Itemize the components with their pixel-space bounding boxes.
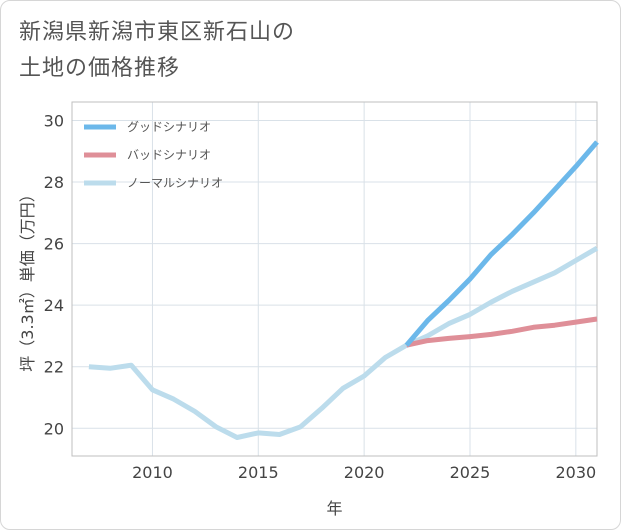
- x-tick-label: 2015: [238, 463, 279, 482]
- y-tick-label: 24: [44, 296, 64, 315]
- x-axis-label: 年: [326, 499, 342, 518]
- series-line: [88, 246, 599, 440]
- x-tick-label: 2030: [555, 463, 596, 482]
- chart-title: 新潟県新潟市東区新石山の 土地の価格推移: [19, 15, 295, 87]
- y-axis-label: 坪（3.3㎡）単価（万円）: [18, 186, 37, 371]
- y-tick-label: 26: [44, 235, 64, 254]
- x-tick-labels: 2010 2015 2020 2025 2030: [132, 463, 596, 482]
- x-tick-label: 2010: [132, 463, 173, 482]
- chart-title-line1: 新潟県新潟市東区新石山の: [19, 20, 296, 45]
- y-tick-labels: 20 22 24 26 28 30: [44, 111, 64, 438]
- legend-label: グッドシナリオ: [127, 120, 211, 134]
- legend-label: バッドシナリオ: [127, 148, 211, 162]
- x-tick-label: 2020: [344, 463, 385, 482]
- series-line: [404, 140, 599, 347]
- y-tick-label: 20: [44, 419, 64, 438]
- y-tick-label: 30: [44, 111, 64, 130]
- series-line: [405, 316, 598, 348]
- x-tick-label: 2025: [450, 463, 491, 482]
- series-layer: [88, 140, 599, 440]
- legend-label: ノーマルシナリオ: [127, 176, 223, 190]
- chart-title-line2: 土地の価格推移: [19, 56, 181, 81]
- y-tick-label: 28: [44, 173, 64, 192]
- plot-area: [71, 101, 598, 457]
- y-tick-label: 22: [44, 358, 64, 377]
